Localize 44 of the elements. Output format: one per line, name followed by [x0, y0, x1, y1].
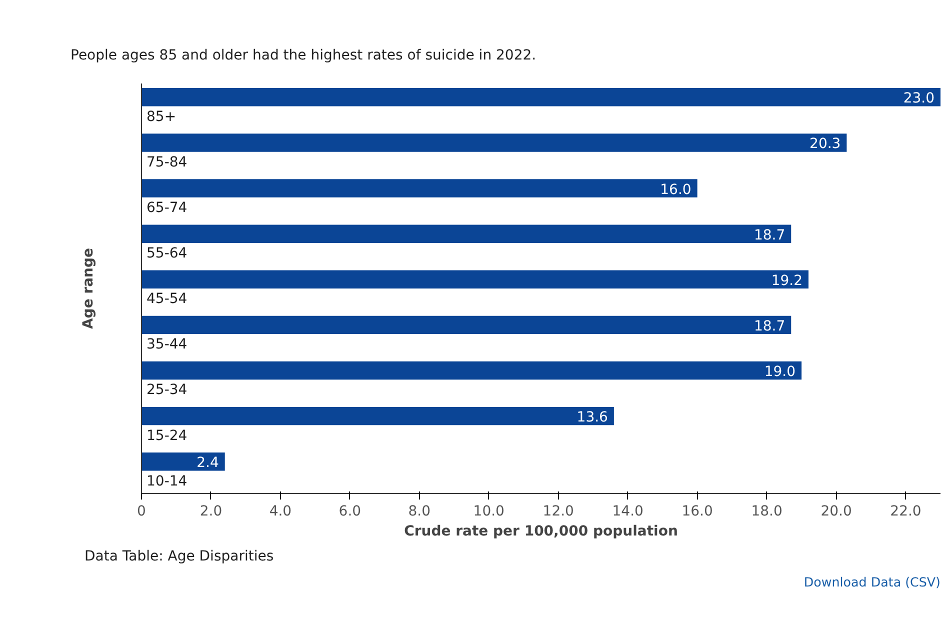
bar — [142, 406, 614, 426]
y-tick-label: 45-54 — [146, 291, 188, 308]
x-tick-label: 20.0 — [820, 504, 852, 520]
bar — [142, 361, 802, 380]
y-tick-label: 15-24 — [146, 428, 188, 444]
x-tick-label: 2.0 — [200, 504, 222, 520]
x-tick-label: 16.0 — [682, 504, 713, 520]
x-tick-label: 10.0 — [473, 504, 504, 520]
y-tick-label: 85+ — [146, 108, 176, 125]
y-tick-label: 25-34 — [146, 382, 188, 398]
x-tick-label: 4.0 — [269, 504, 292, 520]
y-tick-label: 55-64 — [146, 246, 188, 262]
text: Data Table: Age Disparities — [84, 548, 274, 564]
y-axis-title: Age range — [80, 248, 96, 330]
x-tick-label: 12.0 — [542, 504, 574, 520]
data-label: 13.6 — [576, 410, 608, 426]
data-label: 20.3 — [810, 136, 841, 152]
bar — [142, 316, 792, 334]
bar — [142, 452, 225, 471]
x-tick-label: 22.0 — [890, 504, 922, 520]
x-axis-title: Crude rate per 100,000 population — [404, 524, 678, 540]
data-label: 19.2 — [771, 272, 802, 289]
data-label: 19.0 — [764, 364, 796, 380]
data-label: 2.4 — [196, 455, 219, 472]
x-tick-label: 14.0 — [612, 504, 644, 520]
x-tick-label: 8.0 — [408, 504, 431, 520]
y-tick-label: 75-84 — [146, 154, 188, 170]
text: Download Data (CSV) — [804, 574, 941, 590]
x-tick-label: 0 — [137, 504, 146, 520]
data-label: 23.0 — [903, 90, 934, 107]
x-tick-label: 6.0 — [338, 504, 362, 520]
bar — [142, 270, 808, 288]
x-tick-label: 18.0 — [751, 504, 782, 520]
bar — [142, 134, 847, 152]
y-tick-label: 65-74 — [146, 200, 188, 216]
bar — [142, 88, 940, 106]
data-label: 16.0 — [660, 182, 692, 198]
y-tick-label: 35-44 — [146, 336, 188, 353]
chart-title: People ages 85 and older had the highest rates of suicide in 2022. — [70, 48, 536, 64]
data-label: 18.7 — [754, 318, 786, 334]
bar — [142, 179, 698, 198]
y-tick-label: 10-14 — [146, 473, 188, 490]
data-label: 18.7 — [754, 227, 786, 244]
bar — [142, 224, 792, 243]
